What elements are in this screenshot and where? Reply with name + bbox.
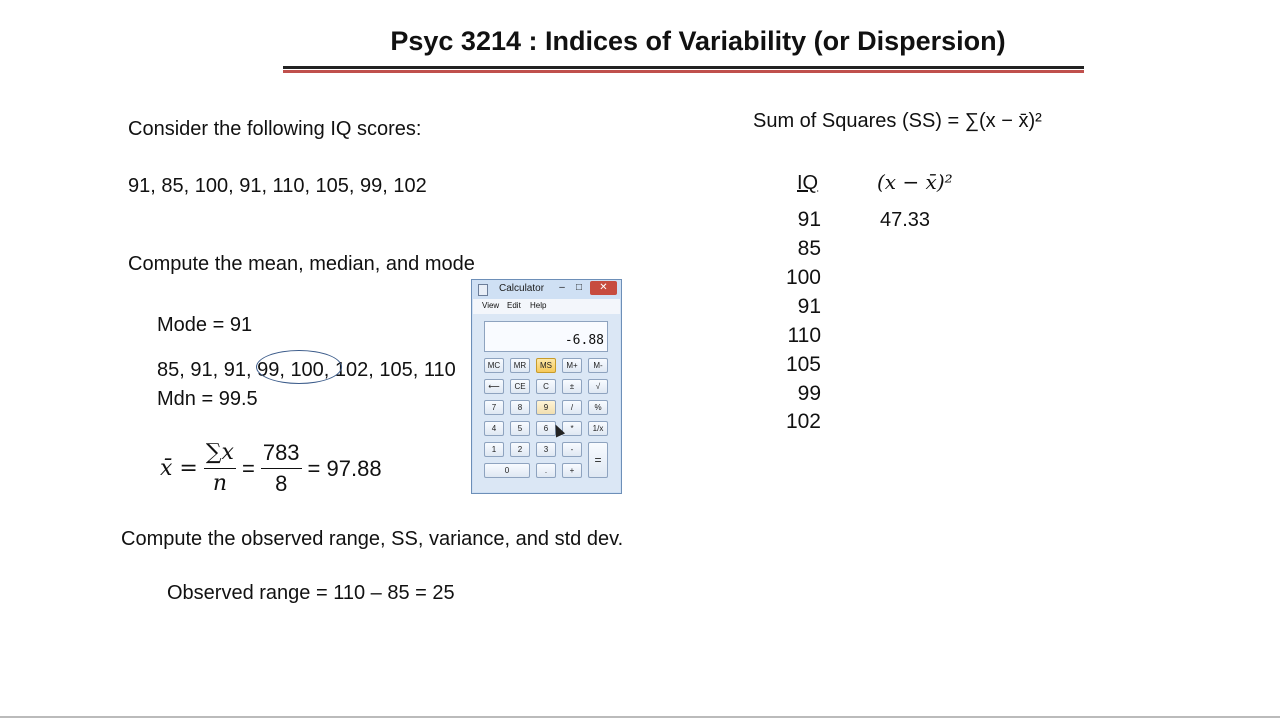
key-divide[interactable]: / — [562, 400, 582, 415]
key-7[interactable]: 7 — [484, 400, 504, 415]
menu-help[interactable]: Help — [530, 301, 547, 310]
key-0[interactable]: 0 — [484, 463, 530, 478]
key-4[interactable]: 4 — [484, 421, 504, 436]
calculator-body: -6.88 MC MR MS M+ M- ⟵ CE C ± √ 7 8 9 / … — [473, 314, 620, 492]
calculator-titlebar[interactable]: Calculator – □ ✕ — [472, 280, 621, 299]
title-rule-red — [283, 70, 1084, 73]
minimize-button[interactable]: – — [559, 282, 565, 293]
key-decimal[interactable]: . — [536, 463, 556, 478]
key-backspace[interactable]: ⟵ — [484, 379, 504, 394]
key-6[interactable]: 6 — [536, 421, 556, 436]
calculator-menubar: View Edit Help — [473, 299, 620, 314]
maximize-button[interactable]: □ — [575, 282, 583, 293]
key-5[interactable]: 5 — [510, 421, 530, 436]
iq-value: 85 — [797, 237, 821, 260]
iq-value: 102 — [785, 410, 821, 433]
key-sqrt[interactable]: √ — [588, 379, 608, 394]
key-3[interactable]: 3 — [536, 442, 556, 457]
sum-denominator: n — [212, 471, 227, 496]
observed-range: Observed range = 110 – 85 = 25 — [167, 582, 455, 604]
calculator-window[interactable]: Calculator – □ ✕ View Edit Help -6.88 MC… — [471, 279, 622, 494]
bottom-divider — [0, 716, 1280, 718]
calculator-display: -6.88 — [484, 321, 608, 352]
median-circle — [256, 350, 342, 384]
menu-edit[interactable]: Edit — [507, 301, 521, 310]
iq-header: IQ — [797, 172, 819, 194]
key-c[interactable]: C — [536, 379, 556, 394]
value-numerator: 783 — [260, 440, 302, 469]
iq-value: 99 — [797, 382, 821, 405]
median-text: Mdn = 99.5 — [157, 388, 258, 410]
mean-eq2: = — [241, 455, 255, 481]
squared-dev-header: (x − x̄)² — [877, 170, 953, 194]
iq-value: 100 — [785, 266, 821, 289]
menu-view[interactable]: View — [482, 301, 500, 310]
calculator-app-icon — [478, 284, 488, 296]
key-1[interactable]: 1 — [484, 442, 504, 457]
key-percent[interactable]: % — [588, 400, 608, 415]
key-mminus[interactable]: M- — [588, 358, 608, 373]
sum-fraction: ∑x n — [203, 440, 236, 497]
key-minus[interactable]: - — [562, 442, 582, 457]
iq-value: 91 — [797, 295, 821, 318]
key-equals[interactable]: = — [588, 442, 608, 478]
close-button[interactable]: ✕ — [590, 281, 617, 295]
iq-value: 105 — [785, 353, 821, 376]
key-plus[interactable]: + — [562, 463, 582, 478]
key-2[interactable]: 2 — [510, 442, 530, 457]
compute-range-ss: Compute the observed range, SS, variance… — [121, 528, 624, 550]
sum-numerator: ∑x — [203, 440, 236, 469]
scores-list: 91, 85, 100, 91, 110, 105, 99, 102 — [128, 175, 427, 197]
consider-text: Consider the following IQ scores: — [128, 118, 422, 140]
mean-lhs: x̄ = — [160, 456, 198, 481]
key-ms[interactable]: MS — [536, 358, 556, 373]
key-8[interactable]: 8 — [510, 400, 530, 415]
key-mplus[interactable]: M+ — [562, 358, 582, 373]
key-mr[interactable]: MR — [510, 358, 530, 373]
title-rule-dark — [283, 66, 1084, 69]
calculator-title: Calculator — [499, 283, 545, 294]
key-9[interactable]: 9 — [536, 400, 556, 415]
display-value: -6.88 — [564, 333, 604, 348]
key-reciprocal[interactable]: 1/x — [588, 421, 608, 436]
mean-formula: x̄ = ∑x n = 783 8 = 97.88 — [160, 440, 382, 497]
value-denominator: 8 — [275, 471, 288, 496]
iq-value: 91 — [797, 208, 821, 231]
key-multiply[interactable]: * — [562, 421, 582, 436]
key-plusminus[interactable]: ± — [562, 379, 582, 394]
iq-value: 110 — [787, 324, 821, 347]
squared-dev-value: 47.33 — [880, 209, 931, 231]
ss-formula: Sum of Squares (SS) = ∑(x − x̄)² — [753, 110, 1042, 132]
compute-mean-median-mode: Compute the mean, median, and mode — [128, 253, 475, 275]
key-mc[interactable]: MC — [484, 358, 504, 373]
value-fraction: 783 8 — [260, 440, 302, 497]
mode-text: Mode = 91 — [157, 314, 253, 336]
key-ce[interactable]: CE — [510, 379, 530, 394]
page-title: Psyc 3214 : Indices of Variability (or D… — [390, 26, 1006, 56]
mean-result: = 97.88 — [307, 455, 382, 481]
